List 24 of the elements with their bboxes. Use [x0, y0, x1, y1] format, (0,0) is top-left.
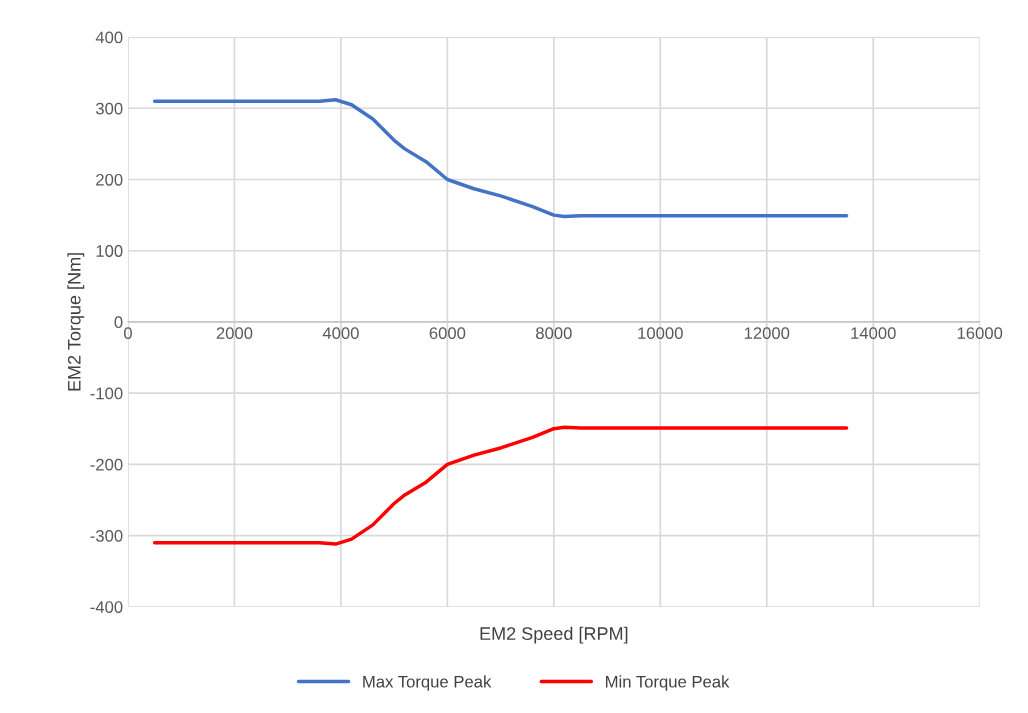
y-tick-label: 400: [95, 31, 123, 44]
x-tick-label: 4000: [322, 327, 359, 340]
y-tick-label: -300: [90, 529, 123, 542]
y-axis-title: EM2 Torque [Nm]: [67, 253, 85, 391]
y-tick-label: 300: [95, 102, 123, 115]
x-tick-label: 2000: [216, 327, 253, 340]
x-tick-label: 10000: [638, 327, 683, 340]
y-tick-label: -200: [90, 458, 123, 471]
y-tick-label: 0: [114, 316, 123, 329]
x-tick-label: 8000: [536, 327, 572, 340]
y-tick-label: 100: [96, 245, 123, 257]
x-tick-label: 14000: [851, 327, 896, 340]
x-tick-label: 0: [124, 327, 132, 340]
x-tick-label: 12000: [744, 327, 790, 340]
line-series: [152, 98, 849, 219]
y-tick-label: -400: [90, 601, 123, 613]
y-tick-label: -100: [90, 387, 123, 400]
y-tick-label: 200: [96, 173, 123, 186]
x-axis-title: EM2 Speed [RPM]: [480, 626, 628, 644]
x-tick-label: 16000: [957, 327, 1003, 340]
legend-label: Max Torque Peak: [363, 675, 492, 691]
line-series: [152, 425, 849, 546]
x-tick-label: 6000: [429, 327, 466, 340]
legend-label: Min Torque Peak: [606, 675, 730, 691]
